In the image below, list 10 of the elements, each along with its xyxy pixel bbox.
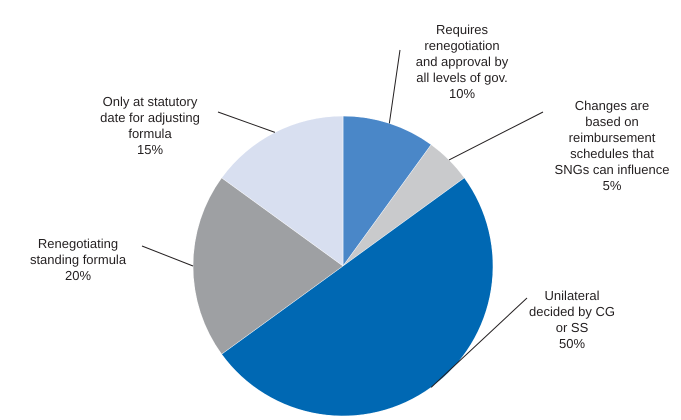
data-label: 10% bbox=[448, 86, 476, 101]
data-label: 20% bbox=[64, 268, 92, 283]
slice-label: Changes are based on reimbursement schedules that SNGs can influence bbox=[554, 98, 670, 177]
slice-label: Unilateral decided by CG or SS bbox=[529, 288, 615, 335]
slice-label: Renegotiating standing formula bbox=[30, 236, 127, 267]
slice-label: Only at statutory date for adjusting formula bbox=[100, 94, 200, 141]
data-label: 5% bbox=[602, 178, 622, 193]
slice-label: Requires renegotiation and approval by all levels of gov. bbox=[416, 22, 509, 85]
data-label: 15% bbox=[136, 142, 164, 157]
data-label: 50% bbox=[558, 336, 586, 351]
